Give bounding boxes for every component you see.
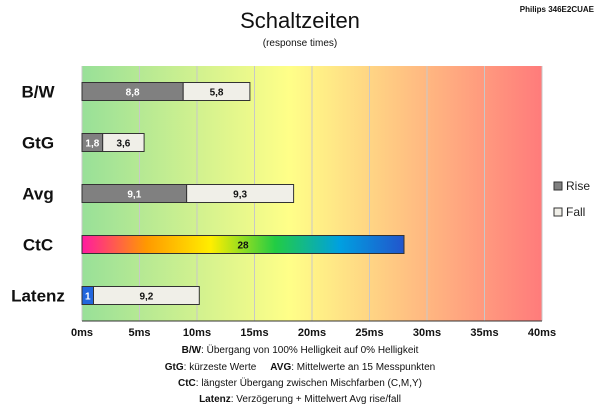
fall-bar bbox=[93, 286, 200, 305]
category-label: Latenz bbox=[11, 287, 65, 306]
fall-bar bbox=[102, 133, 145, 152]
category-labels: B/W GtG Avg CtC Latenz bbox=[11, 83, 65, 306]
note-gtg-text: : kürzeste Werte bbox=[184, 362, 257, 373]
fall-bar bbox=[182, 82, 251, 101]
x-tick-label: 30ms bbox=[413, 327, 441, 339]
x-tick-label: 10ms bbox=[183, 327, 211, 339]
data-label: 8,8 bbox=[126, 88, 140, 99]
x-tick-label: 25ms bbox=[355, 327, 383, 339]
data-label: 9,1 bbox=[127, 190, 141, 201]
note-bw: B/W: Übergang von 100% Helligkeit auf 0%… bbox=[182, 344, 419, 356]
legend-rise-swatch bbox=[553, 181, 563, 191]
ctc-bar bbox=[81, 235, 405, 254]
x-tick-labels: 0ms 5ms 10ms 15ms 20ms 25ms 30ms 35ms 40ms bbox=[71, 327, 556, 339]
monitor-label: Philips 346E2CUAE bbox=[520, 5, 595, 14]
data-label: 28 bbox=[237, 241, 249, 252]
data-label: 9,3 bbox=[233, 190, 247, 201]
note-avg-text: : Mittelwerte an 15 Messpunkten bbox=[291, 362, 435, 373]
legend: Rise Fall bbox=[553, 179, 590, 219]
legend-fall-label: Fall bbox=[566, 205, 585, 219]
note-latenz: Latenz: Verzögerung + Mittelwert Avg ris… bbox=[199, 394, 401, 405]
x-tick-label: 35ms bbox=[470, 327, 498, 339]
data-label: 9,2 bbox=[139, 292, 153, 303]
data-label: 3,6 bbox=[116, 139, 130, 150]
x-tick-label: 15ms bbox=[240, 327, 268, 339]
note-avg-term: AVG bbox=[270, 362, 291, 373]
note-ctc-term: CtC bbox=[178, 378, 196, 389]
category-label: GtG bbox=[22, 134, 54, 153]
x-tick-label: 20ms bbox=[298, 327, 326, 339]
x-tick-label: 5ms bbox=[128, 327, 150, 339]
x-tick-label: 0ms bbox=[71, 327, 93, 339]
category-label: B/W bbox=[21, 83, 55, 102]
chart-subtitle: (response times) bbox=[263, 38, 337, 49]
data-label: 1 bbox=[85, 292, 91, 303]
notes: B/W: Übergang von 100% Helligkeit auf 0%… bbox=[165, 344, 435, 405]
note-bw-term: B/W bbox=[182, 345, 202, 356]
note-gtg-term: GtG bbox=[165, 362, 184, 373]
note-bw-text: : Übergang von 100% Helligkeit auf 0% He… bbox=[201, 344, 419, 356]
legend-fall-swatch bbox=[553, 207, 563, 217]
note-ctc-text: : längster Übergang zwischen Mischfarben… bbox=[196, 377, 422, 389]
legend-rise-label: Rise bbox=[566, 179, 590, 193]
note-latenz-term: Latenz bbox=[199, 394, 231, 405]
note-gtg-avg: GtG: kürzeste Werte AVG: Mittelwerte an 1… bbox=[165, 362, 435, 373]
chart-title: Schaltzeiten bbox=[240, 8, 360, 33]
note-ctc: CtC: längster Übergang zwischen Mischfar… bbox=[178, 377, 422, 389]
fall-bar bbox=[186, 184, 295, 203]
data-label: 1,8 bbox=[85, 139, 99, 150]
category-label: CtC bbox=[23, 236, 53, 255]
note-latenz-text: : Verzögerung + Mittelwert Avg rise/fall bbox=[231, 394, 401, 405]
data-label: 5,8 bbox=[210, 88, 224, 99]
x-tick-label: 40ms bbox=[528, 327, 556, 339]
bars: 8,8 5,8 1,8 3,6 9,1 9,3 28 1 9,2 bbox=[81, 82, 405, 305]
category-label: Avg bbox=[22, 185, 54, 204]
